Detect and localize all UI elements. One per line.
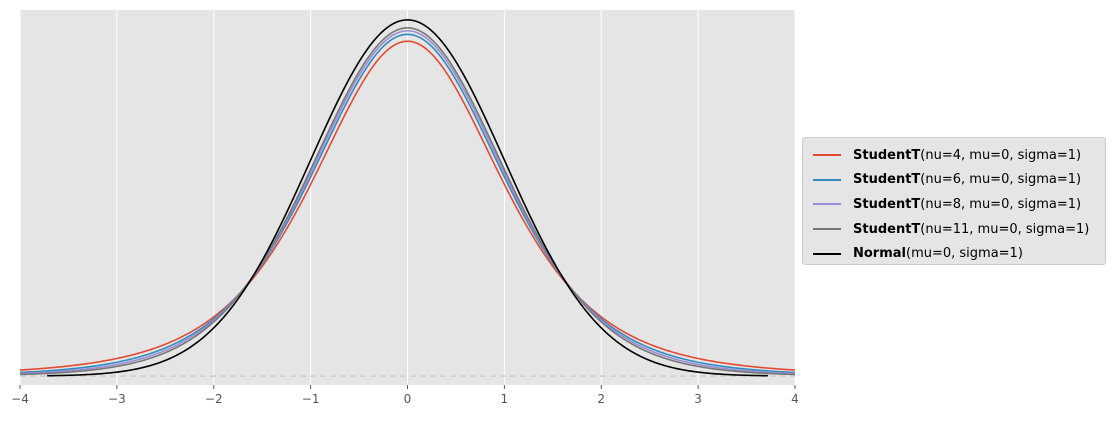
legend-swatch — [813, 178, 841, 181]
series-line-studentt-nu4 — [19, 40, 796, 371]
series-group — [19, 19, 796, 377]
x-tick-label: 4 — [791, 392, 799, 406]
x-tick-label: −2 — [205, 392, 223, 406]
legend-item: StudentT (nu=8, mu=0, sigma=1) — [809, 192, 1105, 217]
legend-item: StudentT (nu=6, mu=0, sigma=1) — [809, 168, 1105, 193]
legend-label: (nu=6, mu=0, sigma=1) — [920, 172, 1082, 188]
legend-label-bold: StudentT — [853, 172, 921, 188]
x-tick-label: 0 — [404, 392, 412, 406]
series-line-normal — [47, 19, 768, 377]
x-tick-label: −3 — [108, 392, 126, 406]
legend-label: (nu=8, mu=0, sigma=1) — [920, 196, 1082, 212]
x-tick-label: 3 — [694, 392, 702, 406]
series-line-studentt-nu11 — [19, 27, 796, 376]
legend-item: StudentT (nu=11, mu=0, sigma=1) — [809, 217, 1105, 242]
legend-swatch — [813, 252, 841, 255]
legend-item: StudentT (nu=4, mu=0, sigma=1) — [809, 143, 1105, 168]
legend-swatch — [813, 203, 841, 206]
series-line-studentt-nu8 — [19, 29, 796, 375]
legend-label-bold: StudentT — [853, 221, 921, 237]
legend-label-bold: Normal — [853, 246, 906, 262]
legend-swatch — [813, 228, 841, 231]
legend-label: (nu=11, mu=0, sigma=1) — [920, 221, 1090, 237]
x-tick-label: 1 — [501, 392, 509, 406]
legend-label: (mu=0, sigma=1) — [906, 246, 1023, 262]
legend-label-bold: StudentT — [853, 147, 921, 163]
legend-item: Normal (mu=0, sigma=1) — [809, 241, 1105, 266]
x-tick-label: 2 — [597, 392, 605, 406]
legend-label-bold: StudentT — [853, 196, 921, 212]
legend-label: (nu=4, mu=0, sigma=1) — [920, 147, 1082, 163]
legend-swatch — [813, 154, 841, 157]
series-line-studentt-nu6 — [19, 33, 796, 374]
x-axis: −4 −3 −2 −1 0 1 2 3 4 — [11, 385, 799, 406]
x-tick-label: −1 — [302, 392, 320, 406]
x-tick-label: −4 — [11, 392, 29, 406]
legend: StudentT (nu=4, mu=0, sigma=1) StudentT (n… — [802, 137, 1106, 265]
